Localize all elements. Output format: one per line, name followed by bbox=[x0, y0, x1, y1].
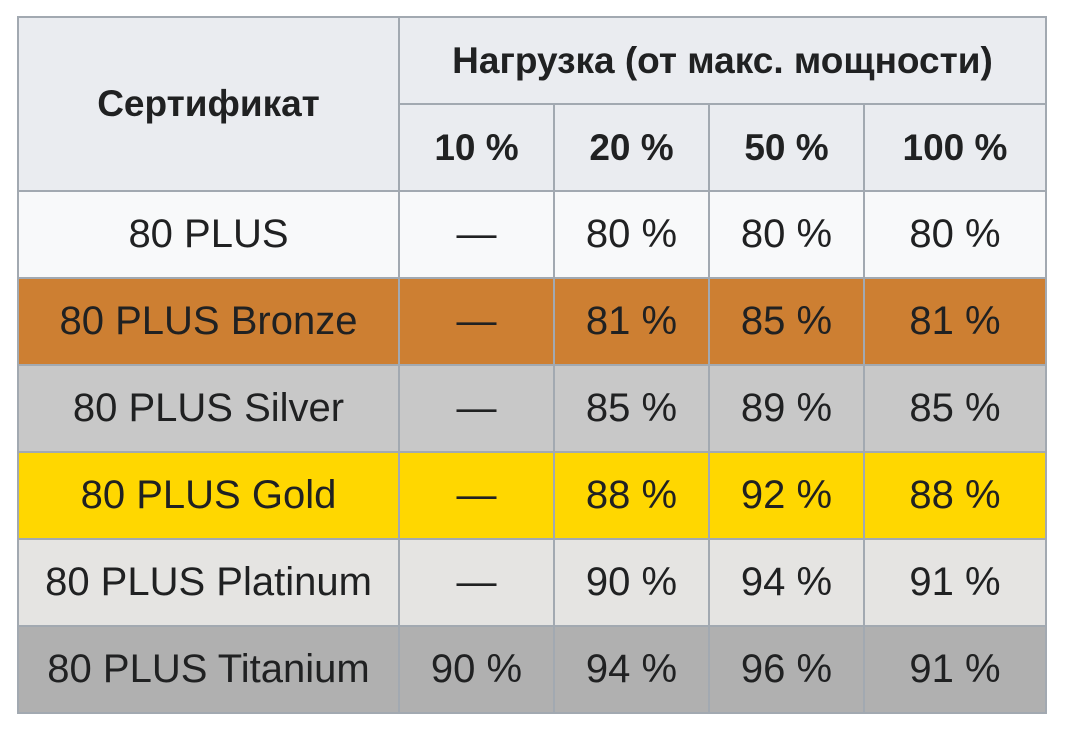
row-value-10: — bbox=[398, 538, 555, 627]
row-value-100: 81 % bbox=[863, 277, 1047, 366]
row-value-50: 80 % bbox=[708, 190, 865, 279]
row-value-10: 90 % bbox=[398, 625, 555, 714]
row-value-100: 80 % bbox=[863, 190, 1047, 279]
row-certificate-name: 80 PLUS bbox=[17, 190, 400, 279]
table-row: 80 PLUS Gold — 88 % 92 % 88 % bbox=[17, 451, 1047, 540]
row-value-10: — bbox=[398, 277, 555, 366]
certification-table: Сертификат Нагрузка (от макс. мощности) … bbox=[17, 16, 1047, 714]
row-certificate-name: 80 PLUS Titanium bbox=[17, 625, 400, 714]
row-value-20: 85 % bbox=[553, 364, 710, 453]
row-certificate-name: 80 PLUS Platinum bbox=[17, 538, 400, 627]
row-value-50: 94 % bbox=[708, 538, 865, 627]
table-row: 80 PLUS Platinum — 90 % 94 % 91 % bbox=[17, 538, 1047, 627]
header-load-100: 100 % bbox=[863, 103, 1047, 192]
row-value-50: 92 % bbox=[708, 451, 865, 540]
table-row: 80 PLUS Bronze — 81 % 85 % 81 % bbox=[17, 277, 1047, 366]
row-value-10: — bbox=[398, 190, 555, 279]
table-row: 80 PLUS Silver — 85 % 89 % 85 % bbox=[17, 364, 1047, 453]
row-certificate-name: 80 PLUS Bronze bbox=[17, 277, 400, 366]
row-value-100: 85 % bbox=[863, 364, 1047, 453]
row-certificate-name: 80 PLUS Silver bbox=[17, 364, 400, 453]
header-row-1: Сертификат Нагрузка (от макс. мощности) bbox=[17, 16, 1047, 192]
row-value-100: 91 % bbox=[863, 625, 1047, 714]
header-load-group: Нагрузка (от макс. мощности) bbox=[398, 16, 1047, 105]
row-value-50: 96 % bbox=[708, 625, 865, 714]
row-value-10: — bbox=[398, 451, 555, 540]
header-load-20: 20 % bbox=[553, 103, 710, 192]
row-value-20: 90 % bbox=[553, 538, 710, 627]
row-certificate-name: 80 PLUS Gold bbox=[17, 451, 400, 540]
row-value-20: 81 % bbox=[553, 277, 710, 366]
row-value-100: 88 % bbox=[863, 451, 1047, 540]
header-load-10: 10 % bbox=[398, 103, 555, 192]
row-value-10: — bbox=[398, 364, 555, 453]
header-row-2: 10 % 20 % 50 % 100 % bbox=[18, 103, 1047, 192]
row-value-20: 88 % bbox=[553, 451, 710, 540]
row-value-50: 85 % bbox=[708, 277, 865, 366]
row-value-20: 80 % bbox=[553, 190, 710, 279]
table-row: 80 PLUS — 80 % 80 % 80 % bbox=[17, 190, 1047, 279]
row-value-20: 94 % bbox=[553, 625, 710, 714]
row-value-100: 91 % bbox=[863, 538, 1047, 627]
header-load-50: 50 % bbox=[708, 103, 865, 192]
table-row: 80 PLUS Titanium 90 % 94 % 96 % 91 % bbox=[17, 625, 1047, 714]
row-value-50: 89 % bbox=[708, 364, 865, 453]
header-certificate: Сертификат bbox=[17, 16, 400, 192]
